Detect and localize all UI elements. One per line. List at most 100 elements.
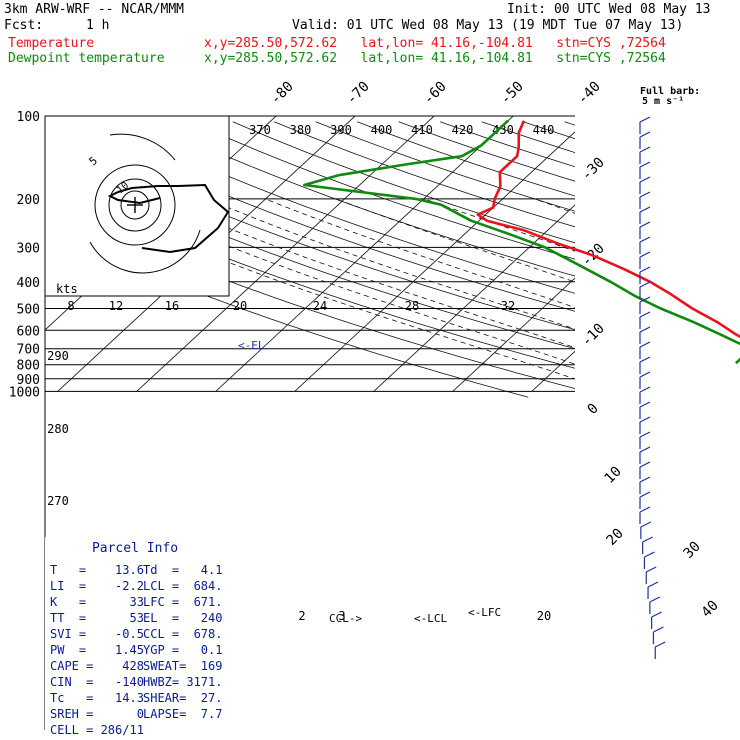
sounding-series bbox=[303, 119, 740, 365]
parcel-row-right: HWBZ= 3171. bbox=[143, 675, 222, 689]
isotherm-label: -10 bbox=[579, 321, 608, 350]
parcel-row-right: SWEAT= 169 bbox=[143, 659, 222, 673]
wind-barb-flag bbox=[639, 326, 651, 333]
parcel-row-left: SVI = -0.5 bbox=[50, 627, 144, 641]
level-marker: <-EL bbox=[238, 339, 265, 352]
mixing-ratio-line bbox=[664, 328, 678, 391]
wind-barb-flag bbox=[639, 116, 651, 123]
dry-adiabat bbox=[647, 122, 740, 397]
moist-adiabat bbox=[265, 198, 575, 309]
parcel-row-left: K = 33 bbox=[50, 595, 144, 609]
wind-barb-flag bbox=[639, 446, 651, 453]
level-marker: <-LCL bbox=[414, 612, 447, 625]
dry-adiabat bbox=[45, 131, 575, 331]
pressure-label: 500 bbox=[17, 302, 40, 317]
isotherm-label: -30 bbox=[579, 155, 608, 184]
isotherm-label: 40 bbox=[699, 598, 722, 621]
wind-barb-flag bbox=[653, 626, 664, 633]
wind-barb-flag bbox=[639, 251, 651, 258]
theta-e-label: 370 bbox=[249, 123, 271, 137]
isotherm-line bbox=[611, 116, 740, 391]
parcel-row-left: LI = -2.2 bbox=[50, 579, 144, 593]
isotherm-label: -60 bbox=[421, 79, 450, 108]
dry-adiabat bbox=[274, 121, 575, 228]
pressure-label: 400 bbox=[17, 276, 40, 291]
pressure-label: 300 bbox=[17, 241, 40, 256]
legend-temperature: Temperature bbox=[8, 36, 95, 51]
hodograph: 510 bbox=[44, 115, 230, 297]
hodograph-speed-label: kts bbox=[56, 282, 78, 296]
wind-barb-flag bbox=[651, 611, 662, 618]
dry-adiabat bbox=[481, 121, 575, 154]
mixing-ratio-label: 20 bbox=[537, 609, 551, 623]
wind-barbs bbox=[639, 116, 666, 659]
wind-barb-flag bbox=[639, 506, 651, 513]
wind-barb-flag bbox=[639, 221, 651, 228]
theta-e-label: 440 bbox=[533, 123, 555, 137]
moist-adiabat bbox=[117, 198, 575, 365]
isotherm-label: 30 bbox=[681, 539, 704, 562]
wind-barb-flag bbox=[639, 416, 651, 423]
wind-barb-flag bbox=[639, 296, 651, 303]
dry-adiabat bbox=[149, 121, 575, 277]
isotherm-label: -80 bbox=[268, 79, 297, 108]
isotherm-label: -70 bbox=[344, 79, 373, 108]
location-dewpoint: x,y=285.50,572.62 lat,lon= 41.16,-104.81… bbox=[204, 51, 666, 66]
isotherm-label: -40 bbox=[575, 79, 604, 108]
parcel-row-left: T = 13.6 bbox=[50, 563, 144, 577]
level-marker: <-LFC bbox=[468, 606, 501, 619]
hodograph-speed-label: 20 bbox=[233, 299, 247, 313]
wind-barb-flag bbox=[642, 536, 653, 543]
dry-adiabat bbox=[522, 121, 575, 140]
dry-adiabat bbox=[191, 121, 575, 260]
pressure-label: 900 bbox=[17, 373, 40, 388]
wind-barb-flag bbox=[639, 491, 651, 498]
wind-barb-flag bbox=[649, 596, 661, 603]
model-title: 3km ARW-WRF -- NCAR/MMM bbox=[4, 2, 185, 17]
hodograph-trace bbox=[107, 183, 230, 254]
parcel-row-left: SREH = 0 bbox=[50, 707, 144, 721]
wind-barb-flag bbox=[639, 206, 651, 213]
hodograph-frame bbox=[44, 115, 230, 297]
isotherm-line bbox=[215, 116, 514, 392]
barb-legend-value: 5 m s⁻¹ bbox=[642, 96, 685, 107]
parcel-row-right: SHEAR= 27. bbox=[143, 691, 222, 705]
isotherm-line bbox=[690, 116, 740, 391]
parcel-row-left: Tc = 14.3 bbox=[50, 691, 144, 705]
moist-adiabat bbox=[158, 198, 575, 349]
wind-barb-flag bbox=[639, 356, 651, 363]
mixing-ratio-label: 3 bbox=[338, 609, 345, 623]
init-time: Init: 00 UTC Wed 08 May 13 bbox=[507, 2, 711, 17]
pressure-label: 800 bbox=[17, 359, 40, 374]
theta-e-label: 390 bbox=[330, 123, 352, 137]
theta-e-label: 410 bbox=[411, 123, 433, 137]
parcel-row-right: LCL = 684. bbox=[143, 579, 222, 593]
parcel-row-right: YGP = 0.1 bbox=[143, 643, 222, 657]
parcel-row-left: CELL = 286/11 bbox=[50, 723, 144, 737]
wind-barb-flag bbox=[647, 581, 659, 588]
parcel-info-title: Parcel Info bbox=[92, 541, 178, 556]
theta-e-label: 380 bbox=[290, 123, 312, 137]
parcel-row-right: Td = 4.1 bbox=[143, 563, 222, 577]
parcel-row-left: TT = 53 bbox=[50, 611, 144, 625]
parcel-row-left: CAPE = 428 bbox=[50, 659, 144, 673]
wind-barb-flag bbox=[639, 161, 651, 168]
hodograph-speed-label: 16 bbox=[165, 299, 179, 313]
isotherm-line bbox=[531, 350, 575, 392]
pressure-label: 600 bbox=[17, 324, 40, 339]
parcel-row-right: LFC = 671. bbox=[143, 595, 222, 609]
wind-barb-flag bbox=[654, 641, 666, 648]
parcel-panel-bg bbox=[45, 537, 230, 730]
dry-adiabat bbox=[606, 122, 740, 397]
isotherm-line bbox=[373, 204, 575, 392]
mixing-ratio-label: 2 bbox=[298, 609, 305, 623]
barb-legend-title: Full barb: bbox=[640, 86, 701, 97]
wind-barb-flag bbox=[639, 191, 651, 198]
parcel-info-panel: Parcel Info T = 13.6 Td = 4.1 LI = -2.2 LCL … bbox=[45, 537, 230, 737]
isotherm-line bbox=[452, 277, 575, 392]
location-temperature: x,y=285.50,572.62 lat,lon= 41.16,-104.81… bbox=[204, 36, 666, 51]
dry-adiabat bbox=[232, 121, 575, 244]
isotherm-line bbox=[136, 116, 435, 392]
theta-label: 270 bbox=[47, 494, 69, 508]
parcel-row-left: PW = 1.45 bbox=[50, 643, 144, 657]
